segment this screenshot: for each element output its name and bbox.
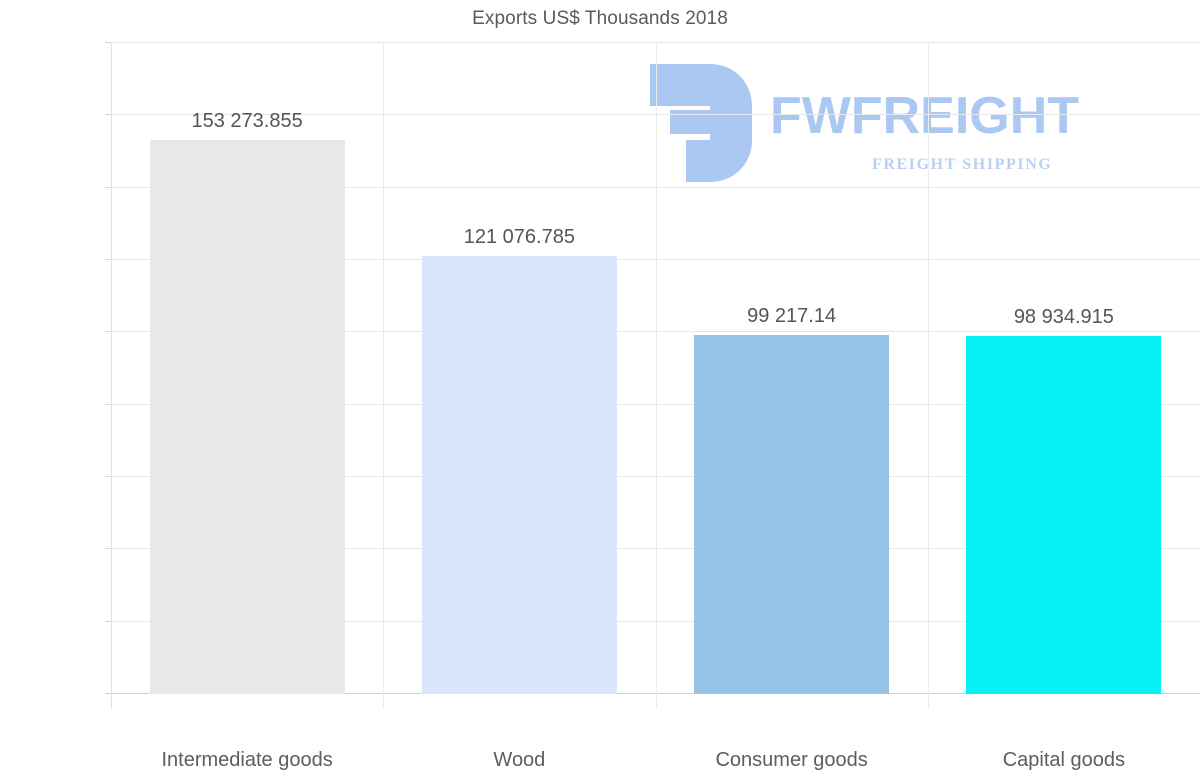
gridline bbox=[111, 620, 1200, 622]
gridline bbox=[111, 186, 1200, 188]
category-divider bbox=[383, 43, 384, 709]
y-tick-mark bbox=[105, 186, 111, 188]
y-tick-mark bbox=[105, 548, 111, 550]
y-tick-mark bbox=[105, 259, 111, 260]
plot-area: 020 00040 00060 00080 000100 000120 0001… bbox=[105, 42, 1200, 771]
gridline bbox=[111, 476, 1200, 477]
y-tick-mark bbox=[105, 42, 111, 43]
y-axis-line bbox=[111, 43, 112, 709]
chart-title: Exports US$ Thousands 2018 bbox=[472, 8, 728, 29]
bar[interactable] bbox=[694, 335, 890, 694]
gridline bbox=[111, 42, 1200, 43]
y-tick-mark bbox=[105, 476, 111, 477]
y-tick-mark bbox=[105, 620, 111, 622]
y-tick-mark bbox=[105, 331, 111, 333]
bar[interactable] bbox=[149, 139, 345, 694]
x-tick-label: Intermediate goods bbox=[161, 749, 333, 771]
bar-value-label: 99 217.14 bbox=[747, 305, 837, 328]
category-divider bbox=[656, 43, 657, 709]
gridline bbox=[111, 548, 1200, 550]
y-tick-mark bbox=[105, 403, 111, 405]
bar[interactable] bbox=[966, 336, 1162, 694]
category-divider bbox=[928, 43, 929, 709]
bar-value-label: 98 934.915 bbox=[1013, 306, 1114, 329]
x-tick-label: Capital goods bbox=[1002, 749, 1126, 771]
bar[interactable] bbox=[421, 256, 617, 694]
y-tick-mark bbox=[105, 114, 111, 116]
x-tick-label: Wood bbox=[493, 749, 546, 771]
gridline bbox=[111, 403, 1200, 405]
x-tick-label: Consumer goods bbox=[715, 749, 868, 771]
bar-value-label: 153 273.855 bbox=[191, 109, 303, 132]
x-axis-line bbox=[105, 693, 1200, 694]
bar-value-label: 121 076.785 bbox=[463, 226, 575, 249]
gridline bbox=[111, 331, 1200, 333]
y-tick-mark bbox=[105, 693, 111, 694]
gridline bbox=[111, 259, 1200, 260]
